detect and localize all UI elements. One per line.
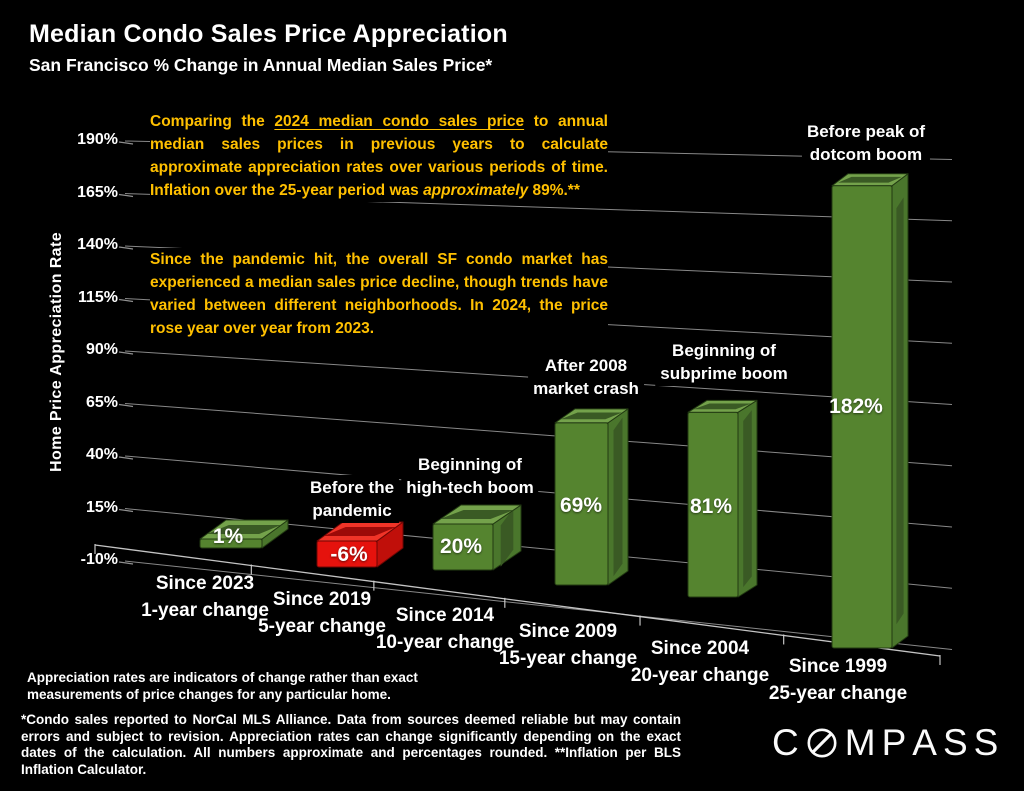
- bar-top-inset: [207, 524, 281, 535]
- bar-front-face: [687, 411, 739, 598]
- category-label-line: 15-year change: [498, 648, 638, 669]
- bar-value-label: 182%: [829, 395, 883, 418]
- bar-annotation: After 2008 market crash: [528, 353, 644, 401]
- y-tick-label: 165%: [77, 183, 118, 201]
- gridline: [118, 456, 134, 460]
- gridline: [118, 298, 134, 303]
- bar-annotation-line: pandemic: [312, 501, 392, 520]
- category-label: Since 2023 1-year change: [93, 570, 317, 624]
- y-tick-label: -10%: [80, 551, 118, 568]
- y-tick-label: 140%: [77, 236, 118, 253]
- bar-top-inset: [323, 526, 397, 537]
- bar-annotation: Before the pandemic: [304, 475, 400, 523]
- y-tick-label: 40%: [85, 446, 118, 463]
- logo-letter: S: [973, 722, 999, 763]
- logo-letter: P: [881, 722, 907, 763]
- bar-annotation: Before peak of dotcom boom: [801, 119, 931, 167]
- category-label: Since 2009 15-year change: [456, 618, 680, 672]
- y-tick-label: 190%: [77, 131, 118, 148]
- bar-annotation-line: Beginning of: [672, 341, 776, 360]
- compass-o-icon: [807, 728, 837, 758]
- bar-value-label: 20%: [439, 535, 483, 558]
- commentary-paragraph-2: Since the pandemic hit, the overall SF c…: [150, 248, 608, 340]
- logo-letter: M: [844, 722, 876, 763]
- bar-value-label: 1%: [212, 525, 244, 548]
- logo-letter: C: [772, 722, 799, 763]
- category-label: Since 2019 5-year change: [210, 586, 434, 640]
- category-label-line: Since 2023: [155, 573, 255, 594]
- bar-annotation: Beginning of subprime boom: [655, 338, 793, 386]
- bar-annotation-line: Before peak of: [806, 122, 926, 141]
- logo-letter: S: [942, 722, 968, 763]
- commentary-text: Comparing the: [150, 113, 275, 130]
- gridline: [94, 544, 941, 657]
- bar-front-face: [831, 185, 893, 649]
- footnote-source: *Condo sales reported to NorCal MLS Alli…: [21, 712, 681, 777]
- bar-top-inset: [440, 509, 514, 520]
- footnote-disclaimer: Appreciation rates are indicators of cha…: [27, 670, 418, 702]
- gridline: [118, 141, 134, 145]
- bar-annotation-line: subprime boom: [660, 364, 788, 383]
- bar-annotation-line: Before the: [309, 478, 395, 497]
- gridline: [118, 508, 134, 513]
- gridline: [118, 246, 134, 250]
- bar-annotation-line: market crash: [533, 379, 639, 398]
- commentary-text: 89%.**: [528, 182, 580, 199]
- page-title: Median Condo Sales Price Appreciation: [29, 20, 508, 48]
- bar-annotation: Beginning of high-tech boom: [401, 452, 539, 500]
- y-tick-label: 65%: [85, 393, 118, 411]
- gridline: [124, 560, 953, 650]
- bar-side-inset: [613, 417, 623, 577]
- bar-top-inset: [838, 176, 902, 183]
- category-label-line: 1-year change: [141, 600, 269, 621]
- bar-side-inset: [896, 197, 904, 625]
- bar-side-inset: [743, 410, 752, 588]
- bar-front-face: [199, 538, 263, 549]
- category-label-line: Since 1999: [788, 656, 888, 677]
- category-label-line: Since 2004: [650, 638, 750, 659]
- category-label-line: 25-year change: [768, 683, 908, 704]
- gridline: [118, 193, 134, 198]
- y-tick-label: 90%: [85, 341, 118, 358]
- bar-value-label: 69%: [559, 494, 603, 517]
- gridline: [118, 351, 134, 355]
- commentary-text: to annual median sales prices in previou…: [150, 113, 608, 199]
- bar-front-face: [316, 540, 378, 568]
- category-label: Since 2004 20-year change: [588, 635, 812, 689]
- category-label-line: 5-year change: [258, 616, 386, 637]
- gridline: [118, 403, 134, 408]
- bar-annotation-line: dotcom boom: [809, 145, 923, 164]
- gridline: [118, 561, 134, 565]
- category-label-line: 10-year change: [375, 632, 515, 653]
- category-label-line: Since 2009: [518, 621, 618, 642]
- category-label-line: 20-year change: [630, 665, 770, 686]
- bar-value-label: -6%: [330, 543, 368, 566]
- category-label-line: Since 2014: [395, 605, 495, 626]
- page-subtitle: San Francisco % Change in Annual Median …: [29, 55, 493, 75]
- category-label: Since 2014 10-year change: [333, 602, 557, 656]
- commentary-underlined-text: 2024 median condo sales price: [274, 113, 525, 130]
- gridline: [124, 403, 953, 467]
- commentary-italic-text: approximately: [423, 182, 529, 199]
- bar-annotation-line: After 2008: [544, 356, 628, 375]
- logo-letter: A: [912, 722, 937, 763]
- bar-annotation-line: Beginning of: [418, 455, 522, 474]
- category-label-line: Since 2019: [272, 589, 372, 610]
- bar-side-inset: [500, 508, 514, 567]
- bar-top-inset: [560, 412, 623, 420]
- bar-top-inset: [693, 403, 752, 410]
- commentary-paragraph-1: Comparing the 2024 median condo sales pr…: [150, 110, 608, 202]
- y-tick-label: 15%: [85, 498, 118, 516]
- bar-front-face: [554, 422, 609, 586]
- bar-annotation-line: high-tech boom: [406, 478, 534, 497]
- category-label: Since 1999 25-year change: [726, 653, 950, 707]
- bar-value-label: 81%: [689, 495, 733, 518]
- y-tick-label: 115%: [77, 288, 118, 306]
- bar-front-face: [432, 523, 494, 571]
